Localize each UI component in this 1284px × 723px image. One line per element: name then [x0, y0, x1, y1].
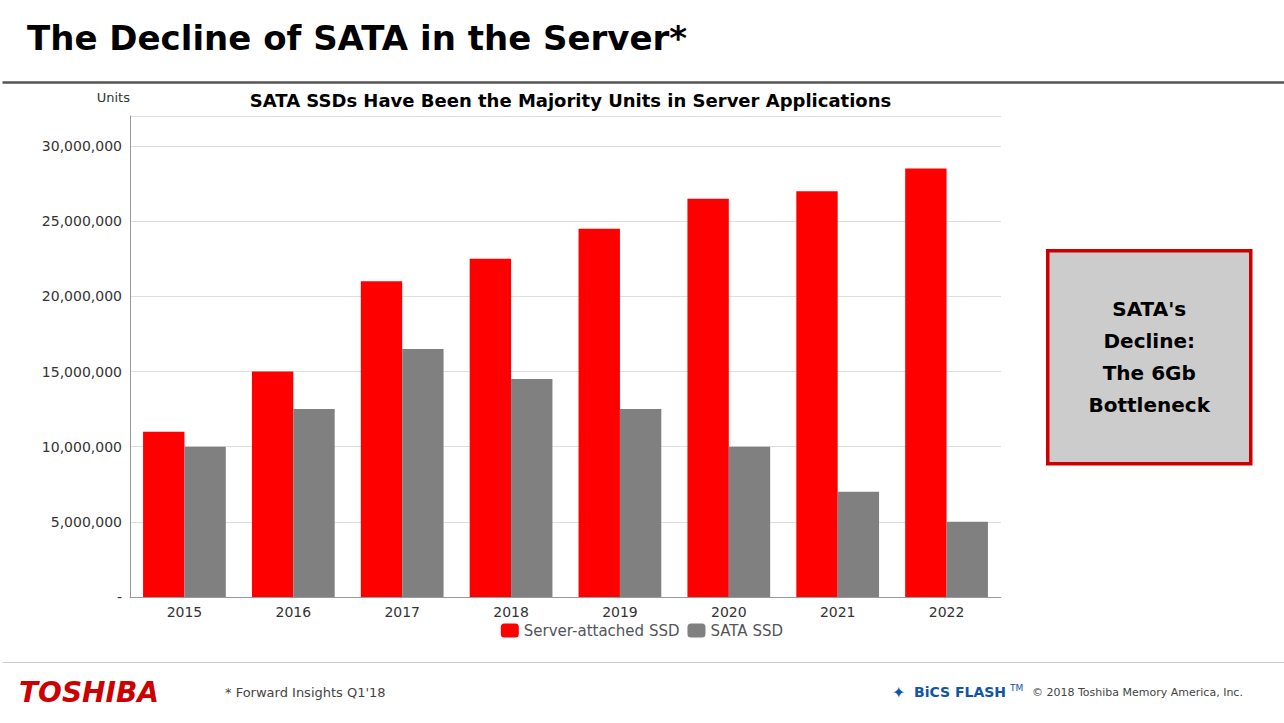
svg-text:30,000,000: 30,000,000: [42, 138, 122, 154]
svg-text:2022: 2022: [929, 604, 965, 620]
svg-text:* Forward Insights Q1'18: * Forward Insights Q1'18: [225, 685, 386, 700]
svg-text:TOSHIBA: TOSHIBA: [19, 676, 159, 709]
svg-text:© 2018 Toshiba Memory America,: © 2018 Toshiba Memory America, Inc.: [1032, 686, 1243, 699]
svg-text:2020: 2020: [711, 604, 747, 620]
svg-text:BiCS FLASH: BiCS FLASH: [914, 684, 1006, 700]
svg-text:✦: ✦: [892, 683, 905, 702]
svg-text:Units: Units: [97, 90, 130, 105]
svg-text:SATA SSD: SATA SSD: [710, 622, 783, 640]
svg-text:2019: 2019: [602, 604, 638, 620]
svg-text:25,000,000: 25,000,000: [42, 213, 122, 229]
svg-text:-: -: [117, 589, 122, 605]
svg-text:2021: 2021: [820, 604, 856, 620]
svg-text:2015: 2015: [167, 604, 203, 620]
svg-text:15,000,000: 15,000,000: [42, 364, 122, 380]
svg-text:SATA SSDs Have Been the Majori: SATA SSDs Have Been the Majority Units i…: [250, 90, 892, 111]
svg-text:Bottleneck: Bottleneck: [1089, 393, 1211, 417]
svg-text:The 6Gb: The 6Gb: [1103, 361, 1196, 385]
svg-text:TM: TM: [1009, 683, 1023, 693]
svg-text:2016: 2016: [275, 604, 311, 620]
svg-text:SATA's: SATA's: [1112, 297, 1186, 321]
svg-text:20,000,000: 20,000,000: [42, 288, 122, 304]
svg-text:5,000,000: 5,000,000: [51, 514, 122, 530]
svg-text:2017: 2017: [384, 604, 420, 620]
svg-text:Decline:: Decline:: [1103, 329, 1195, 353]
svg-text:2018: 2018: [493, 604, 529, 620]
svg-text:The Decline of SATA in the Ser: The Decline of SATA in the Server*: [27, 18, 687, 58]
svg-text:Server-attached SSD: Server-attached SSD: [524, 622, 680, 640]
svg-text:10,000,000: 10,000,000: [42, 439, 122, 455]
